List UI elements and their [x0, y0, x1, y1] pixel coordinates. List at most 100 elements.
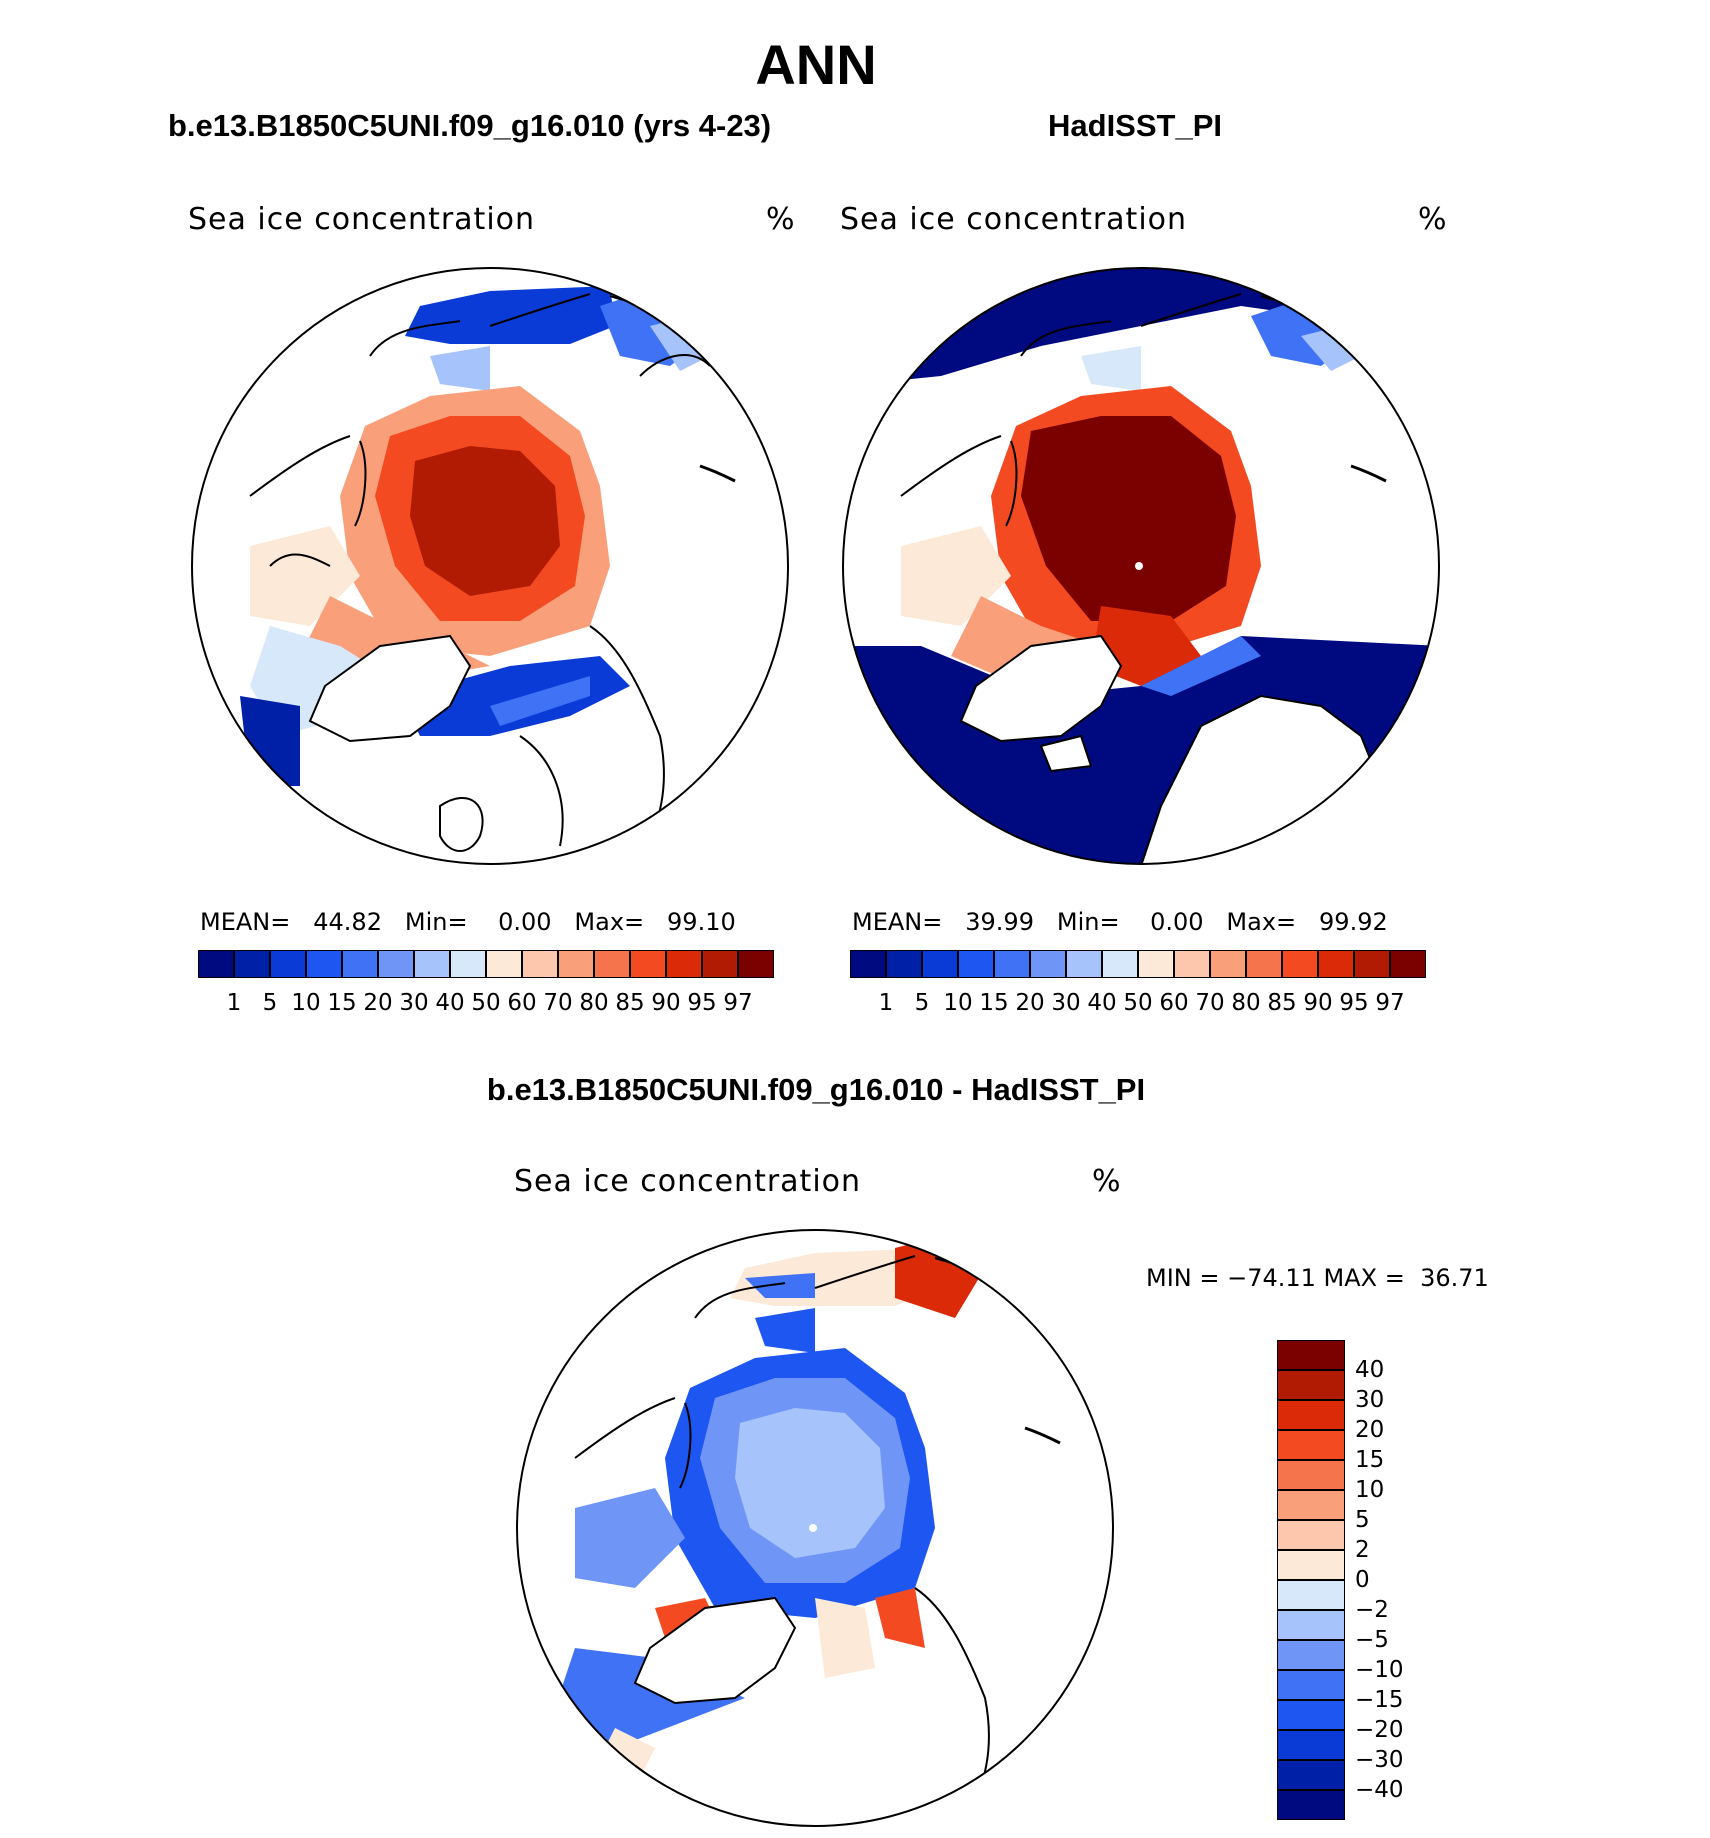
colorbar-swatch [486, 950, 522, 978]
greenland-land [633, 1596, 797, 1705]
nordic-seas-ice [400, 656, 630, 736]
colorbar-swatch [1210, 950, 1246, 978]
colorbar-tick-label: 95 [687, 990, 717, 1016]
colorbar-tick-label: 15 [327, 990, 357, 1016]
colorbar-swatch [1102, 950, 1138, 978]
colorbar-swatch [666, 950, 702, 978]
left-units-label: % [766, 202, 796, 237]
colorbar-tick-label: 40 [435, 990, 465, 1016]
left-panel-subtitle: b.e13.B1850C5UNI.f09_g16.010 (yrs 4-23) [168, 108, 772, 143]
colorbar-swatch [1277, 1550, 1345, 1580]
colorbar-tick-label: 15 [1355, 1447, 1385, 1473]
colorbar-tick-label: 20 [1355, 1417, 1385, 1443]
colorbar-swatch [378, 950, 414, 978]
colorbar-swatch [1277, 1670, 1345, 1700]
colorbar-tick-label: 10 [943, 990, 973, 1016]
colorbar-swatch [342, 950, 378, 978]
difference-panel-subtitle: b.e13.B1850C5UNI.f09_g16.010 - HadISST_P… [486, 1072, 1146, 1107]
left-polar-map [191, 267, 789, 865]
difference-polar-map [516, 1229, 1114, 1827]
colorbar-tick-label: 15 [979, 990, 1009, 1016]
colorbar-swatch [1277, 1490, 1345, 1520]
colorbar-tick-label: 70 [543, 990, 573, 1016]
greenland-land [308, 634, 472, 743]
colorbar-swatch [1138, 950, 1174, 978]
colorbar-swatch [922, 950, 958, 978]
colorbar-tick-label: 85 [1267, 990, 1297, 1016]
colorbar-tick-label: 95 [1339, 990, 1369, 1016]
colorbar-tick-label: 80 [579, 990, 609, 1016]
colorbar-swatch [558, 950, 594, 978]
colorbar-swatch [702, 950, 738, 978]
colorbar-tick-label: −20 [1355, 1717, 1404, 1743]
okhotsk-ice-region [405, 286, 615, 344]
map-boundary-circle [842, 267, 1440, 865]
colorbar-tick-label: −10 [1355, 1657, 1404, 1683]
colorbar-swatch [1277, 1610, 1345, 1640]
colorbar-swatch [1277, 1370, 1345, 1400]
colorbar-tick-label: 10 [291, 990, 321, 1016]
colorbar-swatch [1282, 950, 1318, 978]
colorbar-swatch [1318, 950, 1354, 978]
colorbar-tick-label: 30 [399, 990, 429, 1016]
colorbar-tick-label: 1 [878, 990, 894, 1016]
colorbar-swatch [1277, 1460, 1345, 1490]
colorbar-swatch [1354, 950, 1390, 978]
colorbar-swatch [1277, 1430, 1345, 1460]
colorbar-swatch [1277, 1700, 1345, 1730]
colorbar-tick-label: 97 [1375, 990, 1405, 1016]
colorbar-swatch [886, 950, 922, 978]
left-variable-label: Sea ice concentration [188, 202, 536, 237]
colorbar-tick-label: 10 [1355, 1477, 1385, 1503]
colorbar-tick-label: 30 [1355, 1387, 1385, 1413]
colorbar-tick-label: 40 [1087, 990, 1117, 1016]
colorbar-tick-label: 5 [914, 990, 930, 1016]
colorbar-swatch [1277, 1790, 1345, 1820]
diff-variable-label: Sea ice concentration [514, 1164, 862, 1199]
colorbar-tick-label: 80 [1231, 990, 1261, 1016]
coastline [369, 293, 711, 377]
colorbar-swatch [1174, 950, 1210, 978]
colorbar-swatch [1246, 950, 1282, 978]
right-units-label: % [1418, 202, 1448, 237]
colorbar-swatch [738, 950, 774, 978]
right-polar-map [842, 267, 1440, 865]
colorbar-swatch [1277, 1580, 1345, 1610]
colorbar-swatch [1277, 1340, 1345, 1370]
colorbar-tick-label: −40 [1355, 1777, 1404, 1803]
colorbar-swatch [594, 950, 630, 978]
colorbar-swatch [1277, 1400, 1345, 1430]
colorbar-tick-label: −2 [1355, 1597, 1389, 1623]
colorbar-swatch [1277, 1640, 1345, 1670]
colorbar-swatch [1277, 1760, 1345, 1790]
colorbar-tick-label: 85 [615, 990, 645, 1016]
colorbar-tick-label: 90 [1303, 990, 1333, 1016]
colorbar-swatch [1066, 950, 1102, 978]
colorbar-tick-label: −15 [1355, 1687, 1404, 1713]
colorbar-tick-label: 20 [1015, 990, 1045, 1016]
colorbar-tick-label: 2 [1355, 1537, 1370, 1563]
map-boundary-circle [516, 1229, 1114, 1827]
colorbar-swatch [1390, 950, 1426, 978]
colorbar-tick-label: 40 [1355, 1357, 1385, 1383]
colorbar-swatch [994, 950, 1030, 978]
right-stats: MEAN= 39.99 Min= 0.00 Max= 99.92 [852, 908, 1388, 936]
colorbar-swatch [414, 950, 450, 978]
figure-title: ANN [755, 33, 877, 96]
colorbar-swatch [958, 950, 994, 978]
colorbar-swatch [270, 950, 306, 978]
colorbar-tick-label: 70 [1195, 990, 1225, 1016]
colorbar-tick-label: −30 [1355, 1747, 1404, 1773]
colorbar-tick-label: 5 [1355, 1507, 1370, 1533]
diff-minmax: MIN = −74.11 MAX = 36.71 [1146, 1264, 1489, 1292]
colorbar-tick-label: 50 [1123, 990, 1153, 1016]
colorbar-swatch [630, 950, 666, 978]
colorbar-swatch [1277, 1520, 1345, 1550]
right-panel-subtitle: HadISST_PI [1048, 108, 1222, 143]
colorbar-tick-label: 97 [723, 990, 753, 1016]
greenland-land [959, 634, 1123, 743]
colorbar-swatch [198, 950, 234, 978]
colorbar-tick-label: 20 [363, 990, 393, 1016]
colorbar-tick-label: 0 [1355, 1567, 1370, 1593]
map-boundary-circle [191, 267, 789, 865]
